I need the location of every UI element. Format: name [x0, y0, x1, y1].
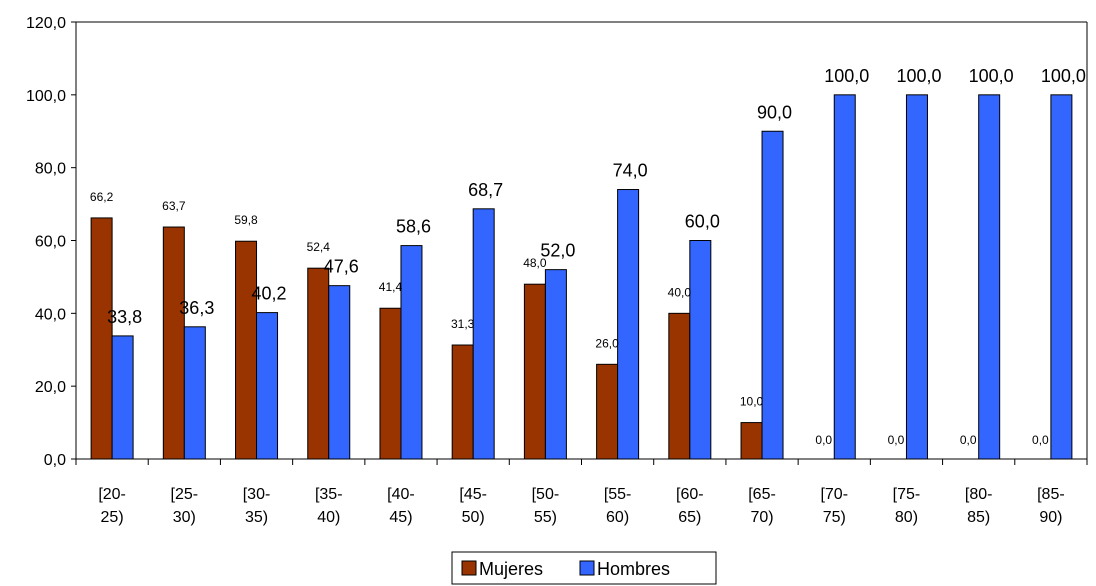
bar-hombres-4: [400, 245, 423, 460]
legend-swatch-mujeres: [461, 560, 477, 576]
bar-mujeres-5: [451, 344, 474, 460]
x-tick-label: 85): [967, 509, 990, 526]
data-label-hombres: 47,6: [324, 257, 359, 277]
bar-hombres-11: [905, 94, 928, 460]
x-tick-label: [75-: [893, 486, 921, 503]
x-tick-label: [55-: [604, 486, 632, 503]
x-tick-label: [35-: [315, 486, 343, 503]
data-label-mujeres: 0,0: [960, 433, 977, 447]
data-label-hombres: 74,0: [613, 161, 648, 181]
data-label-mujeres: 10,0: [740, 395, 764, 409]
data-label-hombres: 100,0: [896, 66, 941, 86]
data-label-hombres: 100,0: [824, 66, 869, 86]
data-label-hombres: 100,0: [969, 66, 1014, 86]
data-label-hombres: 90,0: [757, 102, 792, 122]
x-tick-label: 75): [823, 509, 846, 526]
x-tick-label: 55): [534, 509, 557, 526]
data-label-hombres: 36,3: [179, 298, 214, 318]
bar-mujeres-2: [235, 240, 258, 460]
x-tick-label: [20-: [98, 486, 126, 503]
x-tick-label: 25): [101, 509, 124, 526]
data-label-mujeres: 0,0: [888, 433, 905, 447]
data-label-mujeres: 59,8: [234, 213, 258, 227]
bar-mujeres-6: [523, 283, 546, 460]
bar-hombres-10: [833, 94, 856, 460]
bar-hombres-8: [689, 240, 712, 460]
x-tick-label: [40-: [387, 486, 415, 503]
bar-mujeres-3: [307, 267, 330, 460]
data-label-mujeres: 48,0: [523, 256, 547, 270]
y-tick-label: 120,0: [26, 15, 66, 32]
bar-hombres-3: [328, 285, 351, 460]
x-tick-label: 50): [462, 509, 485, 526]
data-label-hombres: 40,2: [252, 284, 287, 304]
bar-mujeres-1: [162, 226, 185, 460]
data-labels-layer: 66,2 63,7 59,8 52,4 41,4 31,3 48,0 26,0 40,0 10,0…: [90, 66, 1086, 447]
bar-hombres-7: [617, 189, 640, 460]
x-tick-label: [30-: [243, 486, 271, 503]
x-tick-label: [65-: [748, 486, 776, 503]
x-tick-label: [80-: [965, 486, 993, 503]
bar-hombres-6: [544, 269, 567, 460]
bar-mujeres-9: [740, 422, 763, 460]
bar-mujeres-7: [596, 363, 619, 460]
data-label-mujeres: 0,0: [815, 433, 832, 447]
bar-hombres-9: [761, 130, 784, 460]
bar-hombres-1: [183, 326, 206, 460]
x-tick-label: [70-: [820, 486, 848, 503]
bars-layer: [90, 94, 1073, 460]
x-tick-label: 35): [245, 509, 268, 526]
y-tick-label: 40,0: [35, 306, 66, 323]
x-tick-label: [60-: [676, 486, 704, 503]
data-label-hombres: 33,8: [107, 307, 142, 327]
data-label-mujeres: 52,4: [307, 240, 331, 254]
x-tick-label: [85-: [1037, 486, 1065, 503]
bar-hombres-12: [978, 94, 1001, 460]
y-tick-label: 80,0: [35, 161, 66, 178]
data-label-hombres: 52,0: [540, 241, 575, 261]
data-label-hombres: 68,7: [468, 180, 503, 200]
data-label-mujeres: 66,2: [90, 190, 114, 204]
legend-label-hombres: Hombres: [597, 559, 670, 579]
y-tick-label: 20,0: [35, 379, 66, 396]
x-tick-label: 70): [750, 509, 773, 526]
data-label-mujeres: 31,3: [451, 317, 475, 331]
x-tick-label: 40): [317, 509, 340, 526]
y-tick-label: 0,0: [44, 452, 66, 469]
x-tick-label: 30): [173, 509, 196, 526]
data-label-mujeres: 41,4: [379, 280, 403, 294]
x-tick-label: [25-: [171, 486, 199, 503]
bar-mujeres-8: [668, 312, 691, 460]
data-label-hombres: 60,0: [685, 212, 720, 232]
x-tick-label: 80): [895, 509, 918, 526]
bar-hombres-5: [472, 208, 495, 460]
data-label-mujeres: 26,0: [595, 336, 619, 350]
x-tick-label: 90): [1039, 509, 1062, 526]
bar-mujeres-4: [379, 307, 402, 460]
legend: Mujeres Hombres: [451, 551, 717, 585]
y-tick-label: 100,0: [26, 88, 66, 105]
legend-label-mujeres: Mujeres: [479, 559, 543, 579]
bar-hombres-13: [1050, 94, 1073, 460]
bar-hombres-0: [111, 335, 134, 460]
data-label-mujeres: 40,0: [668, 285, 692, 299]
x-tick-label: 60): [606, 509, 629, 526]
data-label-hombres: 100,0: [1041, 66, 1086, 86]
x-tick-label: 65): [678, 509, 701, 526]
legend-swatch-hombres: [579, 560, 595, 576]
bar-mujeres-0: [90, 217, 113, 460]
bar-hombres-2: [256, 312, 279, 460]
x-tick-label: [45-: [459, 486, 487, 503]
y-tick-label: 60,0: [35, 234, 66, 251]
data-label-mujeres: 0,0: [1032, 433, 1049, 447]
axes-layer: 0,0 20,0 40,0 60,0 80,0 100,0 120,0 [20- 25) [25-…: [26, 15, 1088, 526]
x-tick-label: 45): [389, 509, 412, 526]
data-label-hombres: 58,6: [396, 217, 431, 237]
data-label-mujeres: 63,7: [162, 199, 186, 213]
x-tick-label: [50-: [532, 486, 560, 503]
